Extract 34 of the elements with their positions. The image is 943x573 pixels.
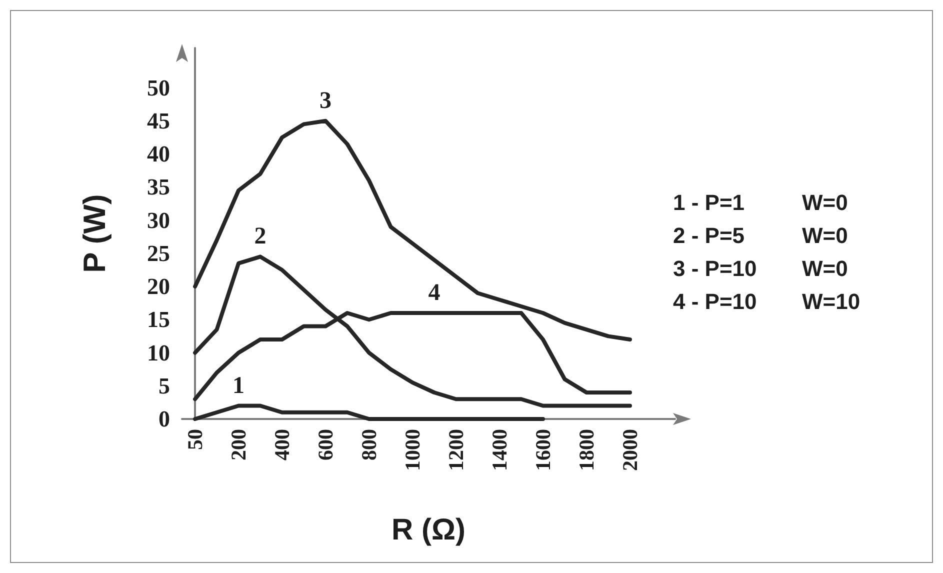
series-label: 4 [428, 280, 440, 306]
y-axis-title: P (W) [77, 194, 112, 273]
y-tick-label: 20 [147, 274, 170, 299]
y-tick-label: 5 [158, 373, 170, 398]
x-axis-title: R (Ω) [391, 514, 466, 546]
text: 2 - P=5 W=0 [673, 222, 848, 248]
line-series [193, 254, 632, 408]
text: 1 - P=1 W=0 [673, 190, 848, 214]
x-tick-label: 800 [357, 429, 382, 460]
y-tick-label: 30 [147, 208, 170, 233]
x-tick-label: 1600 [530, 429, 555, 471]
x-tick-label: 1800 [574, 429, 598, 471]
series-label: 2 [254, 224, 266, 250]
y-tick-label: 50 [147, 75, 170, 100]
x-tick-label: 600 [314, 429, 338, 460]
series-label: 3 [320, 88, 332, 114]
y-tick-label: 15 [147, 307, 170, 332]
text: 3 - P=10 W=0 [673, 256, 848, 280]
x-tick-label: 400 [270, 429, 294, 460]
x-tick-label: 200 [226, 429, 251, 460]
line-series [193, 118, 632, 342]
y-tick-label: 35 [147, 174, 170, 200]
x-tick-label: 50 [183, 429, 208, 450]
text: 4 - P=10 W=10 [673, 288, 860, 314]
series-label: 1 [232, 372, 245, 399]
x-tick-label: 1000 [400, 429, 425, 471]
y-tick-label: 10 [147, 340, 170, 366]
x-tick-label: 1200 [444, 429, 468, 471]
y-tick-label: 45 [147, 108, 170, 134]
y-tick-label: 25 [147, 240, 170, 266]
y-tick-label: 40 [147, 142, 170, 166]
x-tick-label: 1400 [488, 429, 512, 471]
y-tick-label: 0 [158, 406, 170, 432]
x-tick-label: 2000 [618, 429, 642, 471]
